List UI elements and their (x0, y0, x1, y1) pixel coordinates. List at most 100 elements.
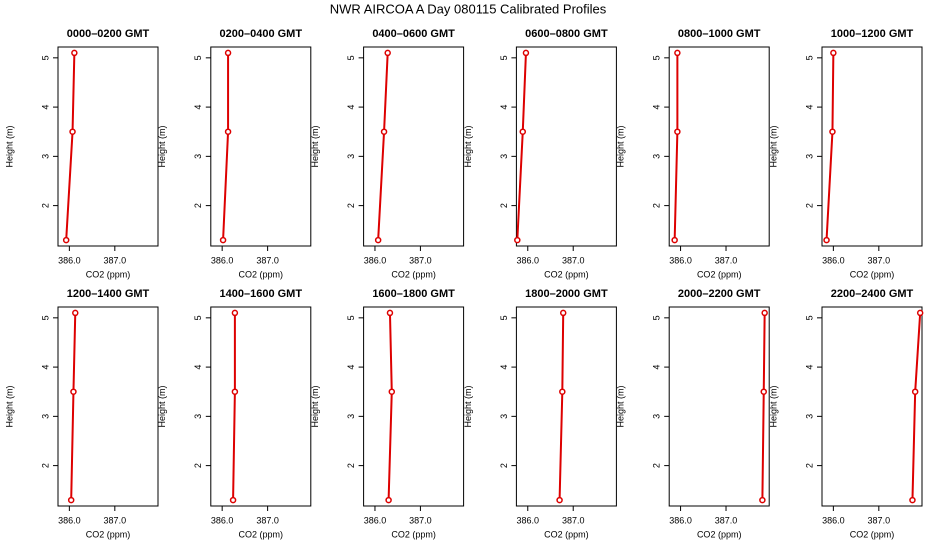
x-tick-label: 386.0 (58, 515, 81, 525)
x-tick-label: 386.0 (364, 515, 387, 525)
data-point (556, 496, 563, 504)
y-axis-label: Height (m) (310, 125, 320, 167)
data-point (386, 309, 394, 317)
x-tick-label: 387.0 (562, 255, 585, 265)
y-axis-label: Height (m) (616, 385, 626, 427)
y-axis-label: Height (m) (157, 125, 167, 167)
y-tick-label: 5 (193, 315, 203, 320)
panel-title: 0400–0600 GMT (372, 28, 455, 40)
x-tick-label: 386.0 (822, 515, 845, 525)
data-point (231, 388, 239, 395)
x-axis-label: CO2 (ppm) (697, 529, 742, 539)
y-tick-label: 5 (652, 55, 662, 60)
data-point (69, 128, 76, 135)
x-axis-label: CO2 (ppm) (239, 529, 284, 539)
y-tick-label: 3 (499, 154, 509, 159)
y-tick-label: 5 (804, 315, 814, 320)
data-point (374, 236, 382, 244)
data-point (911, 388, 919, 395)
x-tick-label: 386.0 (669, 255, 692, 265)
panel-title: 0600–0800 GMT (525, 28, 608, 40)
y-tick-label: 4 (804, 105, 814, 110)
y-tick-label: 2 (499, 203, 509, 208)
data-point (916, 309, 924, 317)
y-tick-label: 5 (40, 315, 50, 320)
x-axis-label: CO2 (ppm) (850, 529, 895, 539)
data-point (224, 49, 232, 57)
y-tick-label: 5 (346, 55, 356, 60)
y-tick-label: 2 (346, 203, 356, 208)
x-tick-label: 386.0 (822, 255, 845, 265)
plot-frame (57, 306, 159, 507)
data-point (385, 496, 392, 504)
data-point (388, 388, 396, 395)
y-tick-label: 4 (40, 365, 50, 370)
plot-frame (363, 306, 465, 507)
x-tick-label: 387.0 (715, 255, 738, 265)
y-tick-label: 3 (652, 414, 662, 419)
y-tick-label: 5 (346, 315, 356, 320)
y-tick-label: 3 (346, 154, 356, 159)
plot-frame (515, 46, 617, 247)
data-point (829, 128, 836, 135)
y-tick-label: 4 (652, 365, 662, 370)
y-axis-label: Height (m) (310, 385, 320, 427)
x-axis-label: CO2 (ppm) (391, 529, 436, 539)
plot-frame (210, 306, 312, 507)
x-axis-label: CO2 (ppm) (239, 269, 284, 279)
x-axis-label: CO2 (ppm) (544, 529, 589, 539)
data-point (519, 128, 527, 135)
y-tick-label: 3 (40, 154, 50, 159)
y-tick-label: 3 (804, 154, 814, 159)
data-point (62, 236, 70, 244)
data-point (522, 49, 530, 57)
y-tick-label: 5 (40, 55, 50, 60)
plot-frame (363, 46, 465, 247)
y-tick-label: 2 (40, 463, 50, 468)
x-tick-label: 387.0 (256, 515, 279, 525)
x-tick-label: 387.0 (562, 515, 585, 525)
y-tick-label: 5 (193, 55, 203, 60)
y-tick-label: 3 (346, 414, 356, 419)
y-tick-label: 2 (40, 203, 50, 208)
x-axis-label: CO2 (ppm) (544, 269, 589, 279)
y-tick-label: 4 (346, 365, 356, 370)
y-axis-label: Height (m) (768, 125, 778, 167)
y-tick-label: 2 (499, 463, 509, 468)
y-axis-label: Height (m) (616, 125, 626, 167)
x-tick-label: 386.0 (364, 255, 387, 265)
data-point (760, 388, 767, 395)
y-tick-label: 5 (499, 315, 509, 320)
data-point (559, 388, 566, 395)
plot-frame (668, 306, 770, 507)
y-tick-label: 3 (804, 414, 814, 419)
panel-title: 1400–1600 GMT (220, 288, 303, 300)
plot-frame (210, 46, 312, 247)
y-tick-label: 2 (193, 463, 203, 468)
plot-frame (515, 306, 617, 507)
x-tick-label: 386.0 (211, 255, 234, 265)
x-tick-label: 386.0 (516, 515, 539, 525)
data-point (830, 49, 837, 57)
y-tick-label: 4 (193, 105, 203, 110)
panel-title: 1000–1200 GMT (831, 28, 914, 40)
data-point (224, 128, 232, 135)
x-tick-label: 386.0 (516, 255, 539, 265)
data-point (67, 496, 75, 504)
data-point (823, 236, 830, 244)
y-tick-label: 3 (193, 414, 203, 419)
x-tick-label: 386.0 (211, 515, 234, 525)
y-tick-label: 4 (652, 105, 662, 110)
data-point (674, 49, 681, 57)
main-title: NWR AIRCOA A Day 080115 Calibrated Profi… (330, 1, 607, 16)
x-tick-label: 387.0 (868, 255, 891, 265)
y-tick-label: 2 (193, 203, 203, 208)
plot-frame (821, 306, 923, 507)
data-point (231, 309, 239, 317)
x-tick-label: 386.0 (58, 255, 81, 265)
data-point (219, 236, 227, 244)
y-tick-label: 3 (499, 414, 509, 419)
x-axis-label: CO2 (ppm) (697, 269, 742, 279)
